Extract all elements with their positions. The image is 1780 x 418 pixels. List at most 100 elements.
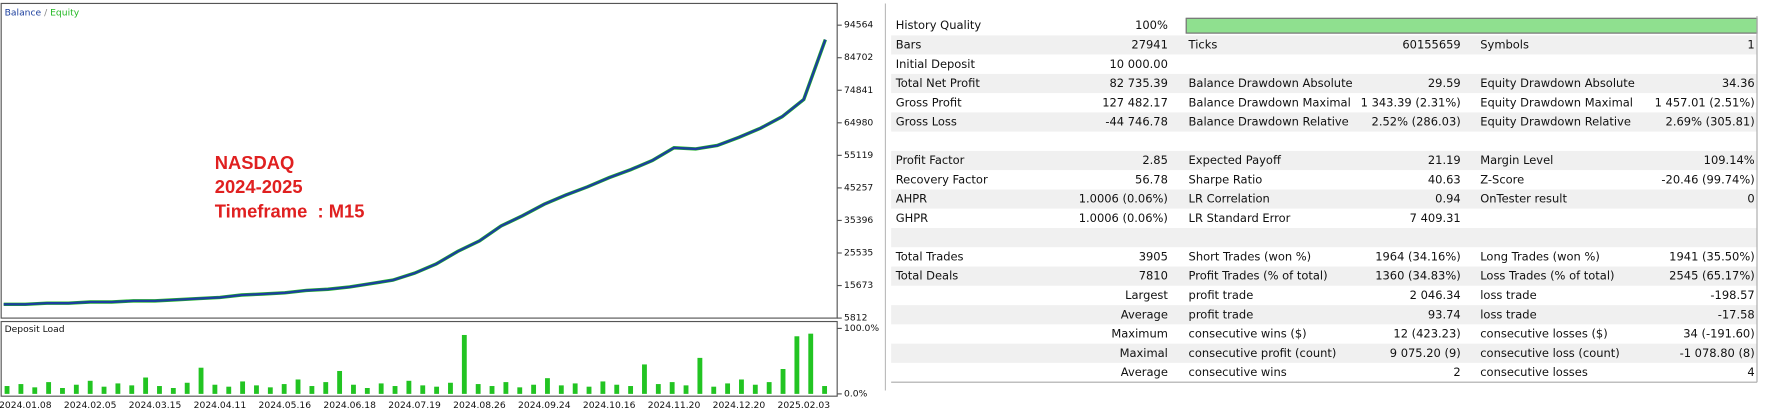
table-value: Largest — [1125, 288, 1168, 302]
table-value: 2.69% (305.81) — [1666, 115, 1755, 129]
table-row — [891, 54, 1758, 74]
y-tick-label: 74841 — [844, 85, 873, 96]
table-value: 56.78 — [1135, 172, 1168, 186]
annotation-line: Timeframe : M15 — [215, 200, 365, 221]
table-label: Margin Level — [1480, 153, 1553, 167]
bar — [614, 384, 620, 394]
bar — [586, 386, 592, 394]
legend-equity: Equity — [50, 7, 80, 18]
y-tick-label: 35396 — [844, 215, 873, 226]
x-tick-label: 2024.08.26 — [453, 400, 506, 411]
table-label: Total Deals — [895, 269, 959, 283]
bar — [170, 387, 176, 394]
y-tick-label: 100.0% — [844, 323, 879, 334]
x-tick-label: 2024.07.19 — [388, 400, 441, 411]
bar — [101, 386, 107, 394]
table-value: 1360 (34.83%) — [1375, 269, 1461, 283]
table-value: Maximum — [1111, 327, 1168, 341]
table-label: Symbols — [1480, 37, 1529, 51]
table-label: consecutive wins — [1189, 365, 1287, 379]
table-label: Sharpe Ratio — [1189, 172, 1263, 186]
bar — [642, 364, 647, 394]
bar — [628, 386, 634, 394]
x-tick-label: 2024.09.24 — [518, 400, 571, 411]
bar — [295, 379, 301, 394]
bar — [725, 383, 731, 394]
x-tick-label: 2024.05.16 — [259, 400, 312, 411]
bar — [434, 386, 440, 394]
table-row — [891, 208, 1758, 229]
bar — [115, 383, 121, 394]
bar — [572, 383, 578, 394]
x-tick-label: 2024.02.05 — [64, 400, 117, 411]
bar — [655, 384, 661, 394]
bar — [32, 387, 38, 394]
bar — [794, 336, 800, 394]
table-label: Long Trades (won %) — [1480, 249, 1600, 263]
bar — [461, 334, 467, 394]
bar — [309, 386, 315, 394]
table-label: profit trade — [1189, 288, 1254, 302]
bar — [489, 386, 495, 394]
table-value: -20.46 (99.74%) — [1661, 172, 1754, 186]
bar — [226, 386, 232, 394]
bar — [780, 369, 786, 394]
bar — [87, 380, 93, 394]
table-value: 40.63 — [1428, 172, 1461, 186]
y-tick-label: 15673 — [844, 280, 873, 291]
table-label: loss trade — [1480, 288, 1536, 302]
legend-separator: / — [44, 7, 48, 18]
table-value: 93.74 — [1428, 307, 1461, 321]
table-row — [891, 228, 1758, 248]
bar — [766, 382, 772, 394]
table-label: Initial Deposit — [896, 57, 976, 71]
table-label: Balance Drawdown Absolute — [1189, 76, 1353, 90]
table-row — [891, 324, 1758, 344]
x-tick-label: 2024.11.20 — [648, 400, 701, 411]
table-value: -198.57 — [1710, 288, 1754, 302]
table-label: Recovery Factor — [896, 172, 988, 186]
bar — [558, 385, 564, 394]
table-value: 2 046.34 — [1410, 288, 1461, 302]
table-label: LR Standard Error — [1189, 211, 1291, 225]
table-value: 12 (423.23) — [1393, 327, 1460, 341]
bar — [517, 387, 523, 394]
bar — [752, 384, 758, 394]
annotation-line: NASDAQ — [215, 152, 295, 173]
table-row — [891, 112, 1758, 132]
quality-bar — [1185, 17, 1758, 34]
bar — [683, 385, 689, 394]
table-label: Equity Drawdown Relative — [1480, 115, 1631, 129]
y-tick-label: 0.0% — [844, 388, 868, 399]
legend: Balance / Equity — [5, 7, 80, 18]
bar — [808, 333, 814, 394]
table-label: consecutive loss (count) — [1480, 346, 1619, 360]
deposit-title: Deposit Load — [5, 324, 65, 335]
bar — [254, 385, 259, 394]
x-tick-label: 2024.04.11 — [194, 400, 247, 411]
table-label: consecutive losses — [1480, 365, 1588, 379]
table-label: Profit Factor — [896, 153, 965, 167]
table-value: 1.0006 (0.06%) — [1079, 211, 1168, 225]
table-value: 1964 (34.16%) — [1375, 249, 1461, 263]
table-row — [891, 93, 1758, 113]
bar — [18, 384, 24, 394]
table-value: 9 075.20 (9) — [1390, 346, 1461, 360]
bar — [531, 384, 537, 394]
bar — [448, 382, 453, 394]
table-value: 0 — [1747, 192, 1754, 206]
x-tick-label: 2024.10.16 — [583, 400, 636, 411]
table-value: 60155659 — [1402, 37, 1460, 51]
table-row — [891, 170, 1758, 190]
x-tick-label: 2024.01.08 — [0, 400, 52, 411]
table-value: 1 — [1747, 37, 1754, 51]
table-label: Total Net Profit — [895, 76, 981, 90]
table-row — [891, 247, 1758, 267]
table-value: 2 — [1453, 365, 1460, 379]
x-tick-label: 2024.12.20 — [713, 400, 766, 411]
table-label: AHPR — [896, 192, 927, 206]
table-value: 1 343.39 (2.31%) — [1361, 95, 1461, 109]
table-row — [891, 131, 1758, 151]
table-value: 1.0006 (0.06%) — [1079, 192, 1168, 206]
